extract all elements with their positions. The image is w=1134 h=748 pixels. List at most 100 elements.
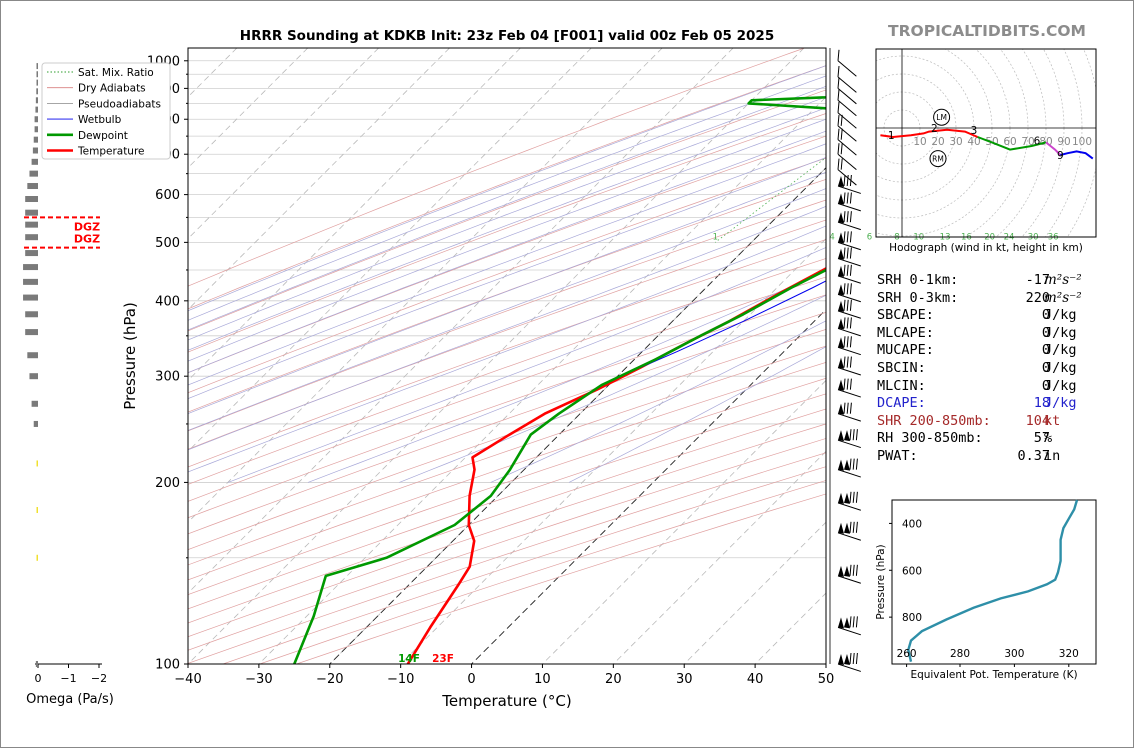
omega-bar bbox=[36, 71, 38, 78]
barb-flag bbox=[844, 617, 850, 629]
hodo-height-label: 1 bbox=[888, 130, 895, 142]
hodo-tick-label: 100 bbox=[1072, 136, 1092, 148]
mixing-ratio-line bbox=[869, 48, 1134, 242]
omega-bar bbox=[23, 278, 38, 285]
barb-staff bbox=[837, 258, 861, 267]
theta-e-ytick-label: 400 bbox=[902, 518, 922, 530]
dry-adiabat bbox=[188, 48, 805, 287]
omega-bar bbox=[36, 554, 38, 561]
pseudo-adiabat bbox=[188, 96, 826, 341]
barb-staff bbox=[837, 112, 857, 129]
ytick-label: 100 bbox=[155, 658, 180, 673]
barb-feather bbox=[846, 317, 849, 329]
barb-staff bbox=[837, 169, 857, 186]
barb-feather bbox=[846, 336, 849, 348]
dgz-label: DGZ bbox=[74, 233, 100, 246]
isotherm--40 bbox=[188, 48, 805, 664]
hodo-tick-label: 10 bbox=[913, 136, 926, 148]
wind-barb bbox=[837, 158, 857, 186]
wind-barb bbox=[837, 652, 861, 672]
pseudo-adiabat bbox=[227, 247, 826, 483]
omega-bar bbox=[36, 63, 38, 70]
xtick-label: 0 bbox=[467, 672, 475, 687]
barb-flag bbox=[838, 318, 844, 330]
legend-label: Temperature bbox=[77, 146, 145, 158]
ytick-label: 600 bbox=[155, 188, 180, 203]
isotherm--70 bbox=[188, 48, 592, 452]
isotherm--80 bbox=[188, 48, 521, 382]
isotherm--50 bbox=[188, 48, 734, 594]
barb-flag bbox=[838, 193, 844, 205]
wind-barb bbox=[837, 49, 857, 77]
barb-staff bbox=[837, 88, 857, 105]
pseudo-adiabat bbox=[188, 171, 826, 415]
wind-barb bbox=[837, 356, 861, 376]
index-value: 18 bbox=[1033, 395, 1050, 412]
xtick-label: 20 bbox=[605, 672, 622, 687]
legend-label: Sat. Mix. Ratio bbox=[78, 67, 154, 79]
barb-feather bbox=[846, 211, 849, 223]
dgz-label: DGZ bbox=[74, 220, 100, 233]
index-unit: kt bbox=[1044, 412, 1061, 429]
omega-bar bbox=[33, 136, 38, 143]
wind-barb bbox=[837, 264, 861, 284]
barb-feather bbox=[846, 283, 849, 295]
index-label: MLCAPE: bbox=[877, 324, 934, 341]
barb-flag bbox=[838, 300, 844, 312]
pseudo-adiabat bbox=[399, 294, 826, 483]
wind-barb bbox=[837, 128, 857, 156]
barb-feather bbox=[849, 231, 852, 243]
hodo-lm-label: LM bbox=[936, 113, 947, 122]
dry-adiabat bbox=[188, 329, 826, 550]
omega-bar bbox=[25, 196, 38, 203]
isotherm-30 bbox=[683, 521, 826, 664]
wind-barb bbox=[837, 174, 861, 194]
barb-feather bbox=[852, 616, 855, 628]
omega-bar bbox=[35, 106, 38, 113]
omega-bar bbox=[25, 209, 38, 216]
dry-adiabat bbox=[188, 258, 826, 485]
index-label: SBCAPE: bbox=[877, 307, 934, 324]
index-unit: J/kg bbox=[1044, 395, 1077, 412]
isotherm-20 bbox=[613, 450, 826, 664]
wind-barb bbox=[837, 616, 861, 636]
dry-adiabat bbox=[188, 377, 826, 595]
barb-feather bbox=[843, 174, 846, 187]
omega-bar bbox=[31, 158, 38, 165]
index-unit: J/kg bbox=[1044, 307, 1077, 324]
hodo-tick-label: 30 bbox=[949, 136, 962, 148]
barb-feather bbox=[855, 429, 858, 441]
barb-feather bbox=[849, 264, 852, 276]
barb-feather bbox=[855, 564, 858, 576]
index-value: 0.37 bbox=[1017, 448, 1050, 464]
omega-bar bbox=[25, 311, 38, 318]
pseudo-adiabat bbox=[490, 320, 826, 483]
hodo-tick-label: 60 bbox=[1003, 136, 1016, 148]
hodo-height-label: 9 bbox=[1057, 150, 1064, 162]
barb-flag bbox=[838, 265, 844, 277]
barb-feather bbox=[849, 564, 852, 576]
barb-feather bbox=[855, 616, 858, 628]
barb-feather bbox=[840, 143, 843, 155]
xtick-label: 30 bbox=[676, 672, 693, 687]
omega-bar bbox=[32, 147, 38, 154]
theta-e-xtick-label: 300 bbox=[1004, 648, 1024, 660]
theta-e-xtick-label: 260 bbox=[897, 648, 917, 660]
barb-feather bbox=[849, 378, 852, 390]
barb-flag bbox=[838, 565, 844, 577]
barb-feather bbox=[849, 336, 852, 348]
barb-feather bbox=[849, 491, 852, 503]
isotherm-10 bbox=[542, 379, 826, 664]
barb-feather bbox=[837, 65, 840, 78]
barb-feather bbox=[846, 247, 849, 259]
barb-feather bbox=[843, 402, 846, 414]
pseudo-adiabat bbox=[188, 85, 826, 331]
barb-feather bbox=[855, 652, 858, 665]
barb-feather bbox=[849, 283, 852, 295]
pseudo-adiabat bbox=[307, 270, 826, 483]
x-axis-label: Temperature (°C) bbox=[441, 692, 571, 710]
hodo-tick-label: 90 bbox=[1057, 136, 1070, 148]
legend-label: Wetbulb bbox=[78, 114, 122, 126]
isotherm-0 bbox=[471, 308, 826, 664]
